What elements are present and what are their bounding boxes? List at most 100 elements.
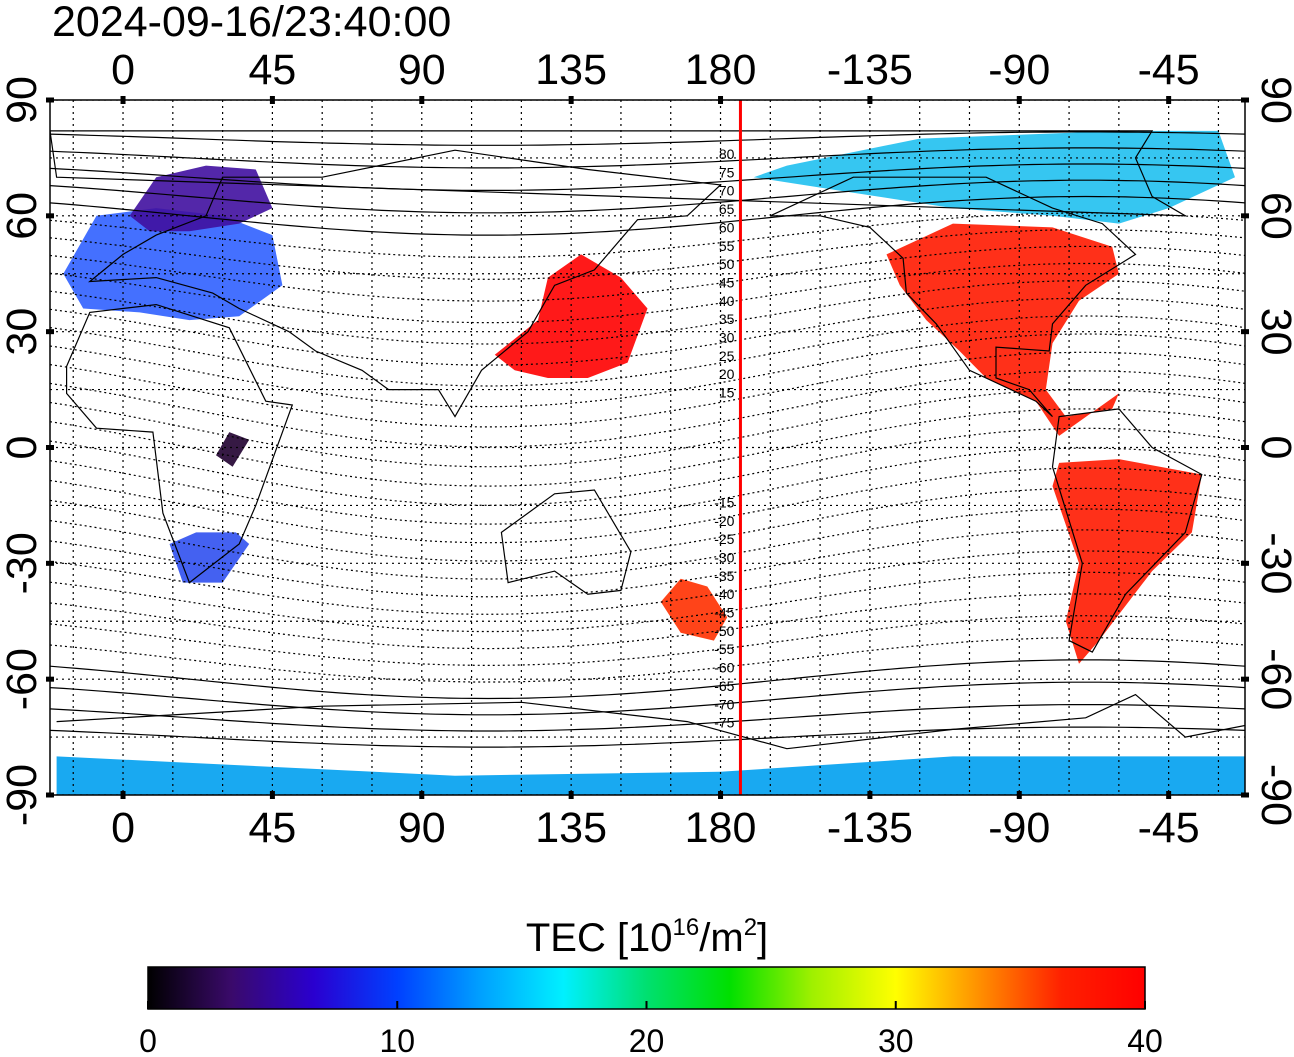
terminator-label: 15 (719, 384, 735, 400)
colorbar-tick-label: 20 (629, 1023, 665, 1057)
lon-label-bottom: 0 (111, 804, 135, 852)
colorbar-label-unit: /m (699, 916, 744, 960)
colorbar-label-exponent: 16 (672, 914, 700, 941)
colorbar-label-prefix: TEC [10 (525, 916, 673, 960)
lat-label-right: 60 (1252, 192, 1294, 240)
terminator-label: 40 (719, 293, 735, 309)
tec-data-layer (56, 130, 1245, 795)
lon-label-top: -45 (1138, 46, 1200, 94)
lon-label-top: -90 (988, 46, 1050, 94)
lon-label-top: 45 (248, 46, 296, 94)
frame-tick-marks (46, 96, 1249, 799)
terminator-label: 20 (719, 366, 735, 382)
maglat-contour (50, 615, 1245, 667)
colorbar: 0 10 20 30 40 (139, 966, 1163, 1057)
maglat-contour (50, 163, 1245, 191)
tec-region-central-africa (216, 432, 250, 467)
lat-label-right: 30 (1252, 308, 1294, 356)
maglat-contour (50, 212, 1245, 258)
maglat-contour (50, 333, 1245, 408)
coastline-australia (500, 489, 632, 595)
lat-label-left: 0 (0, 436, 46, 460)
maglat-contour (50, 467, 1245, 544)
terminator-label: 70 (719, 183, 735, 199)
terminator-label: -30 (714, 550, 734, 566)
terminator-label: 30 (719, 329, 735, 345)
lon-label-top: 180 (685, 46, 757, 94)
maglat-contour (50, 297, 1245, 366)
colorbar-ticks: 0 10 20 30 40 (139, 1001, 1163, 1057)
magnetic-latitude-contours (50, 131, 1245, 748)
maglat-contour (50, 228, 1245, 280)
coastline-europe-asia (87, 149, 722, 418)
colorbar-tick-label: 0 (139, 1023, 157, 1057)
terminator-label: -15 (714, 495, 734, 511)
maglat-contour (50, 726, 1245, 748)
terminator-label: 50 (719, 256, 735, 272)
lon-label-bottom: -45 (1138, 804, 1200, 852)
maglat-contour (50, 447, 1245, 525)
plot-area: 80 75 70 65 60 55 50 45 40 35 30 25 20 15 -15 -20 -25 -30… (50, 100, 1245, 795)
tec-region-new-zealand (660, 578, 728, 641)
lat-label-left: -30 (0, 532, 46, 594)
lat-label-left: 60 (0, 192, 46, 240)
lon-label-bottom: 90 (398, 804, 446, 852)
terminator-label: 65 (719, 201, 735, 217)
maglat-contour (50, 245, 1245, 302)
terminator-label: 60 (719, 219, 735, 235)
tec-region-antarctica (56, 756, 1245, 795)
maglat-contour (50, 593, 1245, 650)
lon-label-bottom: 45 (248, 804, 296, 852)
coastline-north-america-coast (770, 176, 1137, 418)
maglat-contour (50, 315, 1245, 387)
maglat-contour (50, 529, 1245, 598)
lon-label-bottom: -90 (988, 804, 1050, 852)
terminator-line: 80 75 70 65 60 55 50 45 40 35 30 25 20 15 -15 -20 -25 -30… (714, 100, 742, 795)
maglat-contour (50, 637, 1245, 683)
maglat-contour (50, 351, 1245, 428)
terminator-label: 45 (719, 274, 735, 290)
colorbar-label-suffix: ] (757, 916, 769, 960)
terminator-label: 25 (719, 348, 735, 364)
lat-label-left: -60 (0, 648, 46, 710)
maglat-contour (50, 571, 1245, 633)
maglat-contour (50, 550, 1245, 615)
terminator-label: -75 (714, 715, 734, 731)
tec-region-north-america (886, 223, 1119, 436)
lat-label-right: 0 (1252, 436, 1294, 460)
maglat-contour (50, 147, 1245, 169)
lat-label-right: -30 (1252, 532, 1294, 594)
terminator-label: -65 (714, 678, 734, 694)
lat-label-left: 90 (0, 76, 46, 124)
colorbar-tick-label: 10 (379, 1023, 415, 1057)
maglat-contour (50, 659, 1245, 700)
tec-region-south-america (1052, 459, 1202, 664)
lat-label-right: -90 (1252, 764, 1294, 826)
terminator-label: -20 (714, 513, 734, 529)
lon-label-top: 0 (111, 46, 135, 94)
tec-region-canada-arctic (753, 130, 1235, 224)
maglat-contour (50, 280, 1245, 345)
lat-label-right: -60 (1252, 648, 1294, 710)
lat-label-right: 90 (1252, 76, 1294, 124)
timestamp-title: 2024-09-16/23:40:00 (52, 0, 452, 46)
coastline-antarctica-coast (56, 693, 1245, 750)
lon-label-top: 135 (535, 46, 607, 94)
maglat-contour (50, 508, 1245, 580)
terminator-label: -60 (714, 660, 734, 676)
terminator-label: -25 (714, 531, 734, 547)
maglat-contour (50, 487, 1245, 562)
tec-region-scandinavia (129, 165, 273, 232)
maglat-contour (50, 704, 1245, 732)
maglat-contour (50, 262, 1245, 324)
lat-lon-grid (50, 100, 1245, 795)
maglat-contour (50, 179, 1245, 214)
lat-label-left: 30 (0, 308, 46, 356)
colorbar-label-unit-exponent: 2 (743, 914, 758, 941)
maglat-contour (50, 131, 1245, 146)
terminator-label: -35 (714, 568, 734, 584)
terminator-label: 55 (719, 238, 735, 254)
tec-region-southern-africa (169, 532, 250, 583)
lon-label-top: -135 (827, 46, 913, 94)
